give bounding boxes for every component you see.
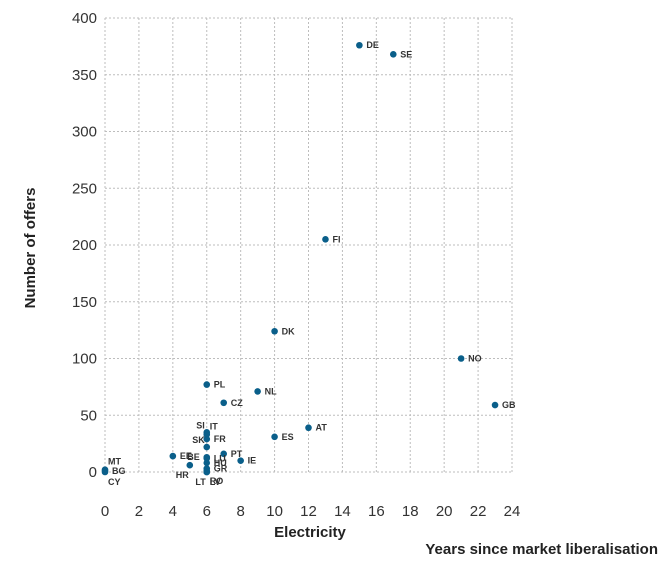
x-tick-label: 2 <box>135 503 143 520</box>
data-point-gb <box>491 401 499 409</box>
point-label-mt: MT <box>108 457 121 467</box>
point-label-at: AT <box>316 423 328 433</box>
point-label-fi: FI <box>332 234 340 244</box>
point-label-pt: PT <box>231 449 243 459</box>
point-label-lt: LT <box>195 477 206 487</box>
data-point-dk <box>271 327 278 335</box>
point-label-cz: CZ <box>231 398 243 408</box>
data-point-cy <box>101 468 109 476</box>
x-tick-label: 10 <box>266 503 283 520</box>
point-label-ie: IE <box>248 456 257 466</box>
data-point-hu <box>203 459 211 467</box>
x-tick-label: 14 <box>334 503 351 520</box>
y-tick-label: 350 <box>72 67 97 84</box>
y-tick-label: 100 <box>72 351 97 368</box>
point-label-gr: GR <box>214 464 228 474</box>
x-tick-label: 6 <box>203 503 211 520</box>
data-point-lv <box>203 468 211 476</box>
y-tick-label: 200 <box>72 237 97 254</box>
data-point-ee <box>169 452 177 460</box>
x-tick-label: 22 <box>470 503 487 520</box>
data-point-es <box>271 433 278 441</box>
y-axis-title: Number of offers <box>22 188 39 309</box>
point-label-ee: EE <box>180 451 192 461</box>
point-label-de: DE <box>366 40 379 50</box>
point-label-nl: NL <box>265 386 277 396</box>
y-tick-label: 50 <box>80 407 97 424</box>
data-point-fr <box>203 435 211 443</box>
data-point-at <box>305 424 312 432</box>
point-label-hu: HU <box>214 458 227 468</box>
data-point-pt <box>220 450 228 458</box>
point-label-no: NO <box>468 354 482 364</box>
data-point-se <box>389 51 397 58</box>
point-label-bg: BG <box>112 466 126 476</box>
data-point-cz <box>220 399 228 407</box>
point-label-es: ES <box>282 432 294 442</box>
data-point-pl <box>203 381 211 388</box>
data-point-de <box>356 41 363 49</box>
data-point-fi <box>322 236 329 243</box>
y-tick-label: 400 <box>72 10 97 27</box>
x-tick-label: 12 <box>300 503 317 520</box>
point-label-hr: HR <box>176 470 189 480</box>
point-label-sk: SK <box>192 435 205 445</box>
x-tick-label: 16 <box>368 503 385 520</box>
point-label-cy: CY <box>108 477 121 487</box>
data-point-sk <box>203 443 211 451</box>
point-label-dk: DK <box>282 326 295 336</box>
x-axis-title: Electricity <box>274 524 346 541</box>
data-point-hr <box>186 461 194 469</box>
point-label-ro: RO <box>210 476 224 486</box>
y-tick-label: 250 <box>72 180 97 197</box>
point-label-it: IT <box>210 422 219 432</box>
axis-ticks: 0 2 4 6 8 10 12 14 16 18 20 22 240501001502002503003… <box>72 10 520 520</box>
data-point-lu <box>203 455 211 462</box>
data-point-it <box>203 431 211 438</box>
point-label-pl: PL <box>214 380 226 390</box>
data-points <box>101 41 499 476</box>
x-tick-label: 18 <box>402 503 419 520</box>
data-point-no <box>457 355 465 362</box>
point-label-fr: FR <box>214 434 226 444</box>
x-tick-label: 0 <box>101 503 109 520</box>
grid <box>104 17 513 473</box>
x-tick-label: 20 <box>436 503 453 520</box>
y-tick-label: 300 <box>72 124 97 141</box>
data-point-nl <box>254 388 261 395</box>
point-label-gb: GB <box>502 400 516 410</box>
y-tick-label: 150 <box>72 294 97 311</box>
data-point-ie <box>237 457 244 464</box>
point-label-be: BE <box>187 452 200 462</box>
x-tick-label: 4 <box>169 503 177 520</box>
x-tick-label: 8 <box>236 503 244 520</box>
point-label-se: SE <box>400 49 412 59</box>
point-label-lu: LU <box>214 453 226 463</box>
point-label-lv: LV <box>210 477 221 487</box>
x-tick-label: 24 <box>504 503 521 520</box>
point-label-si: SI <box>196 420 205 430</box>
y-tick-label: 0 <box>89 464 97 481</box>
x-axis-note: Years since market liberalisation <box>425 541 658 558</box>
